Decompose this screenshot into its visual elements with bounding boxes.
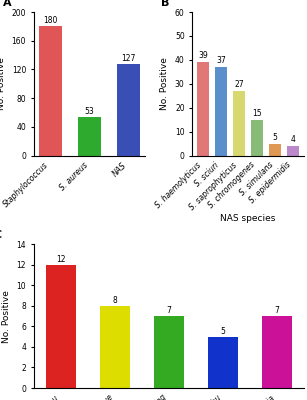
Bar (287, 146, 299, 156)
Y-axis label: No. Positive: No. Positive (160, 57, 169, 110)
Bar (39, 26, 62, 156)
Text: 7: 7 (274, 306, 279, 315)
Text: 15: 15 (252, 109, 262, 118)
Bar (197, 62, 209, 156)
Text: 53: 53 (85, 107, 95, 116)
Bar (269, 144, 281, 156)
Bar (233, 91, 245, 156)
Bar (154, 316, 184, 388)
Bar (208, 337, 238, 388)
Text: B: B (161, 0, 169, 8)
Text: 27: 27 (234, 80, 244, 89)
Text: 4: 4 (291, 135, 295, 144)
Bar (215, 67, 227, 156)
Text: C: C (0, 230, 1, 240)
Text: 39: 39 (198, 51, 208, 60)
Text: 8: 8 (112, 296, 117, 305)
Y-axis label: No. Positive: No. Positive (2, 290, 11, 343)
Text: 180: 180 (43, 16, 58, 24)
Text: 37: 37 (216, 56, 226, 65)
Text: 5: 5 (273, 133, 278, 142)
Bar (262, 316, 292, 388)
Bar (117, 64, 140, 156)
Text: A: A (2, 0, 11, 8)
X-axis label: NAS species: NAS species (220, 214, 276, 223)
Text: 127: 127 (122, 54, 136, 62)
Text: 12: 12 (56, 255, 66, 264)
Bar (251, 120, 263, 156)
Text: 5: 5 (220, 326, 225, 336)
Y-axis label: No. Positive: No. Positive (0, 57, 6, 110)
Text: 7: 7 (166, 306, 171, 315)
Bar (46, 265, 76, 388)
Bar (78, 118, 101, 156)
Bar (100, 306, 130, 388)
